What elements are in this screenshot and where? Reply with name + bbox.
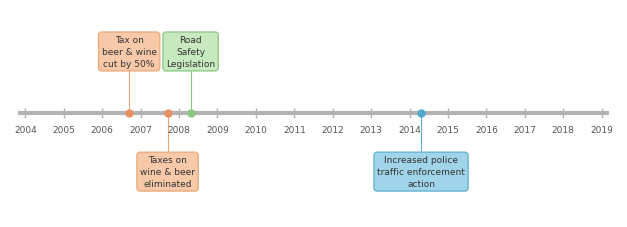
Text: Road
Safety
Legislation: Road Safety Legislation [166,36,215,69]
Text: 2018: 2018 [552,125,574,134]
Text: Tax on
beer & wine
cut by 50%: Tax on beer & wine cut by 50% [102,36,157,69]
Text: 2015: 2015 [436,125,460,134]
Text: 2019: 2019 [590,125,613,134]
Text: 2004: 2004 [14,125,37,134]
Text: 2011: 2011 [283,125,306,134]
Text: 2008: 2008 [167,125,191,134]
Text: Taxes on
wine & beer
eliminated: Taxes on wine & beer eliminated [140,156,195,188]
Text: 2006: 2006 [91,125,113,134]
Text: 2017: 2017 [514,125,536,134]
Text: 2016: 2016 [475,125,498,134]
Text: 2009: 2009 [206,125,229,134]
Text: 2013: 2013 [360,125,382,134]
Text: 2012: 2012 [321,125,344,134]
Text: Increased police
traffic enforcement
action: Increased police traffic enforcement act… [377,156,465,188]
Text: 2014: 2014 [398,125,421,134]
Text: 2005: 2005 [53,125,75,134]
Text: 2010: 2010 [245,125,267,134]
Text: 2007: 2007 [129,125,152,134]
